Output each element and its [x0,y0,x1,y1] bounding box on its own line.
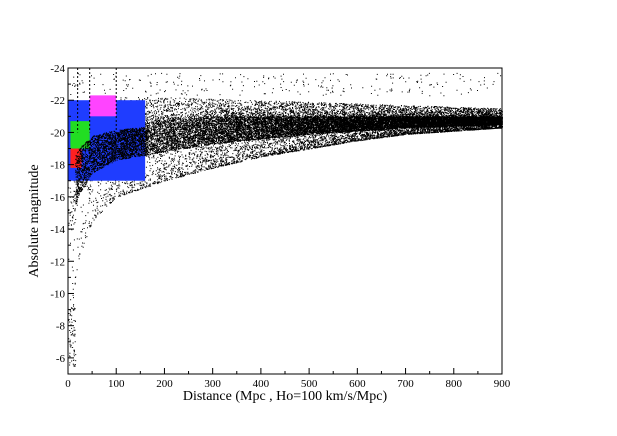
y-tick-label: -22 [50,95,65,107]
x-tick-label: 800 [446,378,463,390]
x-tick-label: 400 [253,378,270,390]
x-axis-label: Distance (Mpc , Ho=100 km/s/Mpc) [183,389,388,404]
x-tick-label: 500 [301,378,318,390]
x-tick-label: 900 [494,378,511,390]
y-tick-label: -10 [50,288,65,300]
y-tick-label: -12 [50,256,65,268]
y-tick-label: -18 [50,160,65,172]
galaxy-point-cloud [68,72,503,367]
galaxy-point-overlay [75,126,149,205]
region-green [70,121,90,149]
region-magenta [89,95,117,117]
y-tick-label: -20 [50,127,65,139]
x-axis-ticks: 0 100 200 300 400 500 600 700 800 900 [65,368,511,390]
y-tick-label: -8 [56,321,66,333]
y-tick-label: -14 [50,224,65,236]
dashed-distance-lines [77,68,117,133]
x-tick-label: 0 [65,378,71,390]
x-tick-label: 300 [204,378,221,390]
x-tick-label: 200 [156,378,173,390]
region-red [70,148,82,168]
y-tick-label: -16 [50,192,65,204]
y-tick-label: -24 [50,63,65,75]
y-tick-label: -6 [56,353,66,365]
highlight-regions [68,95,149,205]
x-tick-label: 600 [349,378,366,390]
y-axis-label: Absolute magnitude [27,164,42,277]
x-tick-label: 700 [397,378,414,390]
x-tick-label: 100 [108,378,125,390]
y-axis-ticks: -24 -22 -20 -18 -16 -14 -12 -10 -8 -6 [50,63,74,375]
scatter-points [68,72,503,367]
